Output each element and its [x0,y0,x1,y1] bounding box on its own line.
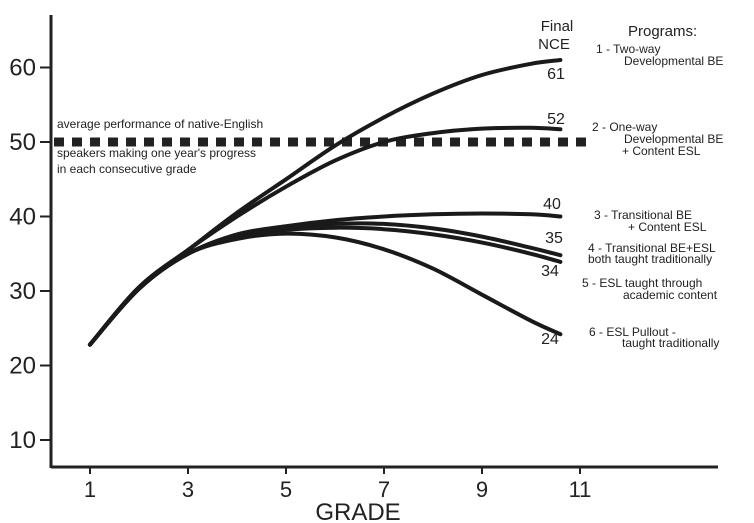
x-tick-label: 5 [280,477,292,502]
program-label-p6: taught traditionally [622,336,719,350]
final-nce-label-p3: 40 [543,196,561,213]
x-tick-label: 11 [569,477,592,502]
final-nce-label-p2: 52 [547,111,565,128]
y-tick-label: 40 [9,204,36,231]
program-label-p4: 4 - Transitional BE+ESL [588,241,716,255]
y-tick-label: 50 [9,129,36,156]
program-label-p2: 2 - One-way [592,120,657,134]
programs-header: Programs: [628,23,697,40]
program-label-p6: 6 - ESL Pullout - [589,325,676,339]
final-nce-header-line1: Final [541,18,574,35]
x-tick-label: 7 [378,477,390,502]
x-tick-label: 1 [84,477,96,502]
y-tick-label: 10 [9,427,36,454]
program-label-p5: 5 - ESL taught through [582,276,702,290]
program-label-p4: both taught traditionally [588,252,712,266]
final-nce-label-p1: 61 [547,66,565,83]
x-axis-title: GRADE [315,499,400,523]
program-label-p1: Developmental BE [624,54,723,68]
y-tick-label: 20 [9,353,36,380]
final-nce-label-p6: 24 [541,331,559,348]
reference-annotation: average performance of native-English spe… [57,117,263,176]
x-ticks: 1 3 5 7 9 11 [84,467,592,502]
series-line-p1 [88,58,563,347]
x-tick-label: 9 [476,477,488,502]
program-label-p2: Developmental BE [624,132,723,146]
reference-text-line: speakers making one year's progress [57,146,256,160]
series-line-p3 [88,211,563,347]
series-line-p6 [88,231,563,347]
series-line-p5 [88,225,563,347]
program-label-p3: + Content ESL [628,220,707,234]
reference-text-line: in each consecutive grade [57,162,197,176]
final-labels: 61 52 40 35 34 24 [541,66,565,348]
x-tick-label: 3 [182,477,194,502]
final-nce-label-p5: 34 [541,263,559,280]
program-label-p5: academic content [623,288,718,302]
program-label-p3: 3 - Transitional BE [594,208,692,222]
final-nce-label-p4: 35 [545,230,563,247]
final-nce-header-line2: NCE [538,36,570,53]
program-label-p1: 1 - Two-way [596,42,660,56]
y-ticks: 10 20 30 40 50 60 [9,55,51,454]
series-lines [88,58,563,347]
series-line-p4 [88,221,563,347]
y-tick-label: 60 [9,55,36,82]
reference-text-line: average performance of native-English [57,117,263,131]
y-tick-label: 30 [9,278,36,305]
program-label-p2: + Content ESL [622,144,701,158]
